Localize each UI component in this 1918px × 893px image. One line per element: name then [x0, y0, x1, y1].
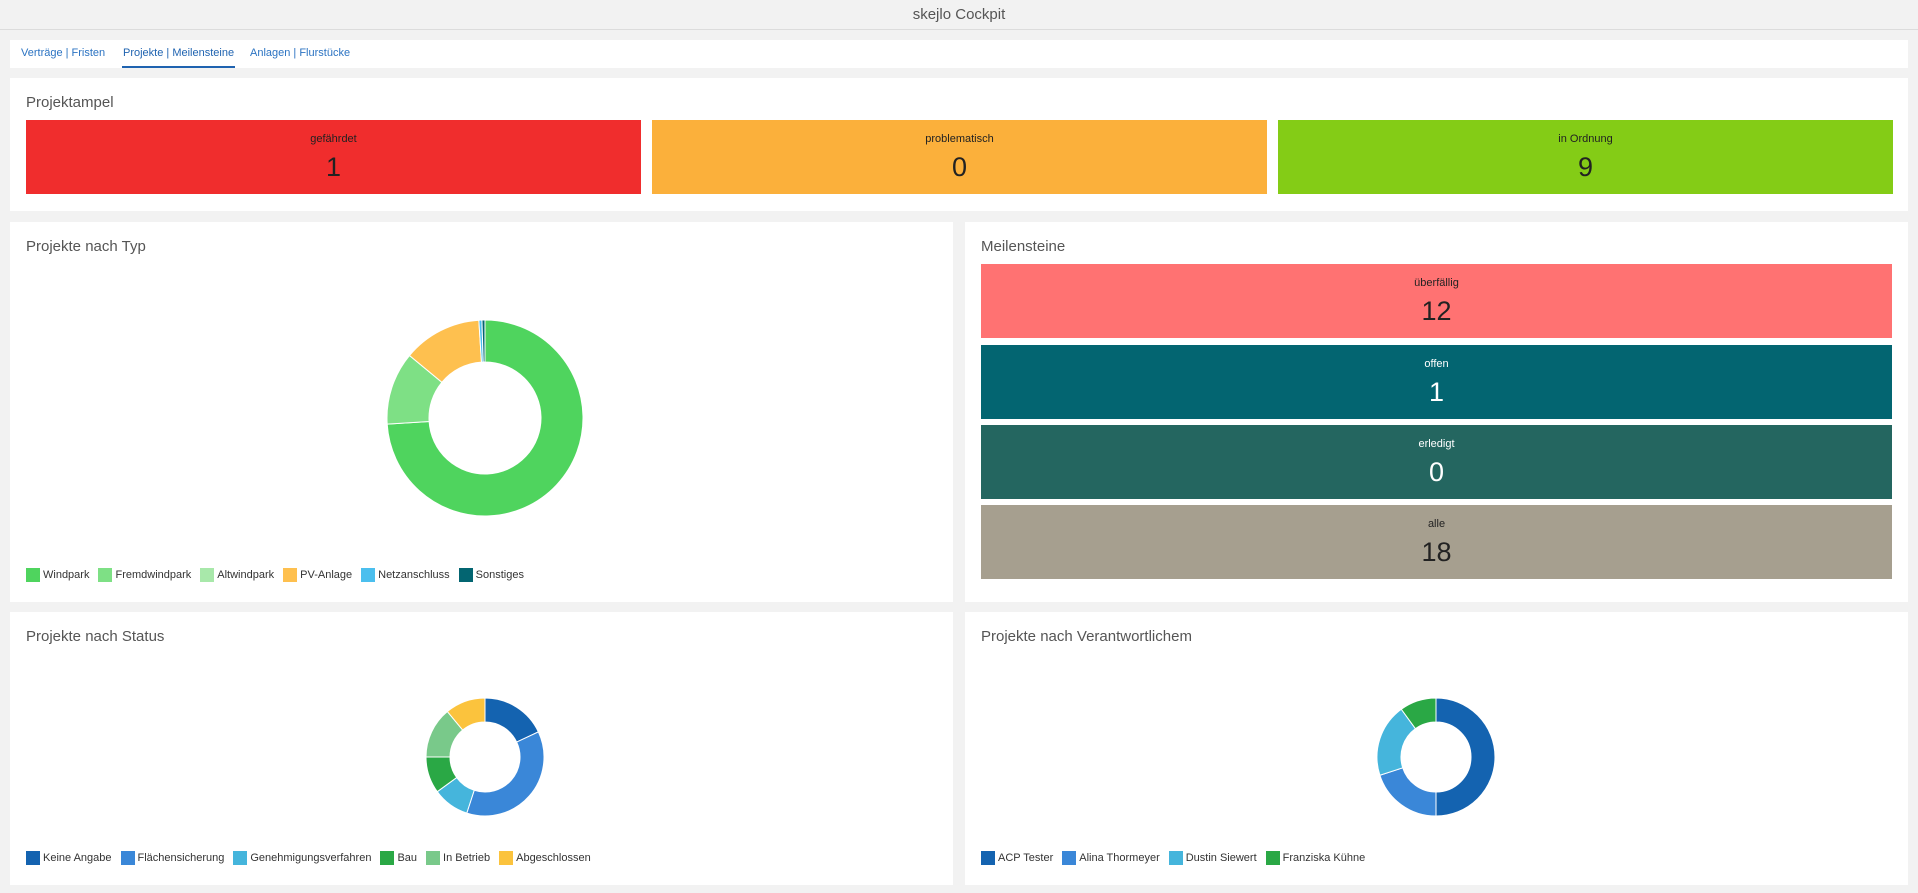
legend-swatch — [120, 851, 135, 865]
milestone-tile-offen[interactable]: offen 1 — [981, 345, 1892, 419]
projekte-nach-typ-panel: Projekte nach Typ Windpark Fremdwindpark… — [10, 222, 953, 602]
milestone-tile-value: 18 — [1421, 537, 1452, 567]
legend-label: Dustin Siewert — [1185, 852, 1257, 864]
donut-slice-sonstiges[interactable] — [481, 319, 486, 363]
milestone-tile-erledigt[interactable]: erledigt 0 — [981, 425, 1892, 499]
legend-swatch — [200, 568, 215, 582]
legend-item-bau[interactable]: Bau — [380, 851, 417, 865]
ampel-tile-label: in Ordnung — [1558, 133, 1613, 145]
legend-swatch — [26, 851, 40, 865]
app-title: skejlo Cockpit — [0, 0, 1918, 30]
legend-item-abgeschlossen[interactable]: Abgeschlossen — [499, 851, 591, 865]
milestone-tile-value: 12 — [1421, 296, 1452, 326]
legend-swatch — [233, 851, 248, 865]
ampel-tile-label: problematisch — [925, 133, 994, 145]
legend-item-keine-angabe[interactable]: Keine Angabe — [26, 851, 112, 865]
legend-item-pv-anlage[interactable]: PV-Anlage — [283, 568, 352, 582]
projekte-nach-verantwortlichem-donut — [1376, 697, 1496, 817]
legend-item-in-betrieb[interactable]: In Betrieb — [426, 851, 490, 865]
projekte-nach-status-donut — [425, 697, 545, 817]
legend-swatch — [98, 568, 113, 582]
legend-swatch — [981, 851, 995, 865]
legend-item-genehmigungsverfahren[interactable]: Genehmigungsverfahren — [233, 851, 371, 865]
tab-projekte-meilensteine[interactable]: Projekte | Meilensteine — [122, 40, 236, 68]
chart-legend: Keine Angabe Flächensicherung Genehmigun… — [26, 851, 600, 865]
milestone-tile-ueberfaellig[interactable]: überfällig 12 — [981, 264, 1892, 338]
chart-legend: Windpark Fremdwindpark Altwindpark PV-An… — [26, 568, 533, 582]
legend-swatch — [458, 568, 473, 582]
legend-label: In Betrieb — [443, 852, 491, 864]
legend-label: PV-Anlage — [300, 569, 353, 581]
ampel-tile-gefaehrdet[interactable]: gefährdet 1 — [26, 120, 641, 194]
legend-item-netzanschluss[interactable]: Netzanschluss — [361, 568, 450, 582]
donut-slice-acp-tester[interactable] — [1435, 697, 1496, 817]
milestone-tile-label: erledigt — [1418, 438, 1455, 450]
chart-title: Projekte nach Typ — [26, 238, 146, 255]
donut-slice-abgeschlossen[interactable] — [446, 697, 486, 731]
legend-item-acp-tester[interactable]: ACP Tester — [981, 851, 1053, 865]
legend-label: Genehmigungsverfahren — [250, 852, 372, 864]
legend-item-windpark[interactable]: Windpark — [26, 568, 89, 582]
donut-slice-flächensicherung[interactable] — [466, 731, 545, 817]
legend-swatch — [499, 851, 514, 865]
legend-label: Windpark — [43, 569, 90, 581]
legend-swatch — [283, 568, 298, 582]
legend-item-flaechensicherung[interactable]: Flächensicherung — [120, 851, 225, 865]
legend-swatch — [1062, 851, 1077, 865]
milestone-tile-value: 1 — [1428, 377, 1445, 407]
meilensteine-title: Meilensteine — [981, 238, 1066, 255]
legend-label: Alina Thormeyer — [1079, 852, 1160, 864]
legend-item-fremdwindpark[interactable]: Fremdwindpark — [98, 568, 191, 582]
milestone-tile-label: alle — [1427, 518, 1446, 530]
milestone-tile-alle[interactable]: alle 18 — [981, 505, 1892, 579]
legend-label: Bau — [397, 852, 418, 864]
legend-item-altwindpark[interactable]: Altwindpark — [200, 568, 274, 582]
donut-slice-franziska-kühne[interactable] — [1400, 697, 1437, 730]
chart-title: Projekte nach Verantwortlichem — [981, 628, 1192, 645]
legend-label: Keine Angabe — [43, 852, 112, 864]
milestone-tile-value: 0 — [1428, 457, 1445, 487]
legend-label: Fremdwindpark — [115, 569, 192, 581]
legend-swatch — [1168, 851, 1183, 865]
tab-bar: Verträge | Fristen Projekte | Meilenstei… — [10, 40, 1908, 68]
projekte-nach-status-panel: Projekte nach Status Keine Angabe Fläche… — [10, 612, 953, 885]
ampel-tile-value: 9 — [1577, 152, 1594, 182]
legend-item-alina-thormeyer[interactable]: Alina Thormeyer — [1062, 851, 1160, 865]
tab-vertraege-fristen[interactable]: Verträge | Fristen — [21, 47, 106, 59]
ampel-tile-problematisch[interactable]: problematisch 0 — [652, 120, 1267, 194]
ampel-tile-value: 1 — [325, 152, 342, 182]
legend-swatch — [361, 568, 376, 582]
legend-swatch — [380, 851, 395, 865]
legend-label: Altwindpark — [217, 569, 275, 581]
legend-label: Flächensicherung — [137, 852, 225, 864]
legend-label: Franziska Kühne — [1282, 852, 1366, 864]
ampel-tile-value: 0 — [951, 152, 968, 182]
chart-legend: ACP Tester Alina Thormeyer Dustin Siewer… — [981, 851, 1374, 865]
donut-slice-windpark[interactable] — [386, 319, 584, 517]
tab-anlagen-flurstuecke[interactable]: Anlagen | Flurstücke — [250, 47, 351, 59]
legend-item-franziska-kuehne[interactable]: Franziska Kühne — [1265, 851, 1366, 865]
meilensteine-panel: Meilensteine überfällig 12 offen 1 erled… — [965, 222, 1908, 602]
legend-label: Netzanschluss — [378, 569, 450, 581]
legend-swatch — [426, 851, 441, 865]
donut-slice-alina-thormeyer[interactable] — [1379, 767, 1437, 817]
projekte-nach-verantwortlichem-panel: Projekte nach Verantwortlichem ACP Teste… — [965, 612, 1908, 885]
ampel-tile-in-ordnung[interactable]: in Ordnung 9 — [1278, 120, 1893, 194]
ampel-tile-label: gefährdet — [310, 133, 357, 145]
milestone-tile-label: überfällig — [1414, 277, 1459, 289]
legend-swatch — [1265, 851, 1280, 865]
legend-label: Sonstiges — [475, 569, 524, 581]
chart-title: Projekte nach Status — [26, 628, 165, 645]
legend-swatch — [26, 568, 40, 582]
legend-item-dustin-siewert[interactable]: Dustin Siewert — [1168, 851, 1257, 865]
projekte-nach-typ-donut — [386, 319, 584, 517]
projektampel-title: Projektampel — [26, 94, 114, 111]
legend-item-sonstiges[interactable]: Sonstiges — [458, 568, 524, 582]
milestone-tile-label: offen — [1424, 358, 1449, 370]
projektampel-panel: Projektampel gefährdet 1 problematisch 0… — [10, 78, 1908, 211]
legend-label: ACP Tester — [998, 852, 1054, 864]
legend-label: Abgeschlossen — [516, 852, 591, 864]
